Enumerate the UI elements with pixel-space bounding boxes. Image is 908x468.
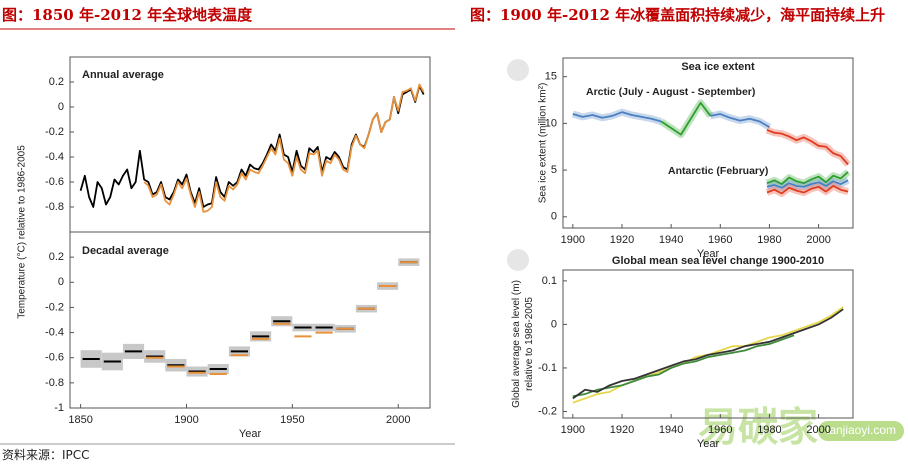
source-note: 资料来源：IPCC (2, 448, 90, 462)
series-line (79, 84, 425, 208)
x-tick-label: 2000 (806, 424, 830, 436)
y-tick-label: 0.2 (49, 76, 64, 88)
y-tick-label: -0.4 (45, 326, 64, 338)
heading: 图：1900 年-2012 年冰覆盖面积持续减少，海平面持续上升 (470, 6, 886, 24)
x-tick-label: 1940 (659, 424, 683, 436)
annotation: Arctic (July - August - September) (586, 86, 755, 98)
x-axis-label: Year (239, 428, 262, 440)
y-tick-label: -0.4 (45, 151, 64, 163)
x-tick-label: 1980 (757, 234, 781, 246)
y-axis-label: relative to 1986-2005 (524, 297, 535, 391)
y-tick-label: -1 (54, 402, 64, 414)
plot-frame (562, 57, 854, 229)
x-tick-label: 2000 (806, 234, 830, 246)
y-tick-label: 0 (58, 101, 64, 113)
plot-frame (69, 56, 431, 233)
x-tick-label: 1900 (561, 424, 585, 436)
y-axis-label: Global average sea level (m) (511, 280, 522, 408)
series-line (766, 185, 849, 195)
chart-title: Sea ice extent (681, 61, 755, 73)
annotation: Antarctic (February) (668, 165, 768, 177)
x-tick-label: 1920 (610, 424, 634, 436)
x-axis-label: Year (697, 248, 720, 260)
y-axis-label: Sea ice extent (million km²) (538, 83, 549, 204)
x-tick-label: 1900 (561, 234, 585, 246)
chart-title: Global mean sea level change 1900-2010 (612, 255, 824, 267)
chart-title: Decadal average (82, 245, 169, 257)
y-tick-label: -0.8 (45, 377, 64, 389)
series-line (572, 111, 662, 123)
panel-icon (507, 59, 529, 81)
y-tick-label: 15 (545, 71, 557, 83)
y-tick-label: 10 (545, 117, 557, 129)
heading: 图：1850 年-2012 年全球地表温度 (2, 6, 253, 24)
series-line (766, 179, 849, 189)
x-axis-label: Year (697, 438, 720, 450)
series-line (766, 171, 849, 185)
x-tick-label: 1960 (708, 424, 732, 436)
x-tick-label: 1950 (280, 414, 304, 426)
y-tick-label: -0.6 (45, 352, 64, 364)
series-line (710, 113, 770, 128)
series-line (766, 129, 849, 166)
x-tick-label: 1980 (757, 424, 781, 436)
x-tick-label: 1940 (659, 234, 683, 246)
y-axis-label: Temperature (°C) relative to 1986-2005 (17, 145, 28, 319)
chart-title: Annual average (82, 69, 164, 81)
plot-frame (562, 269, 854, 419)
y-tick-label: 5 (551, 164, 557, 176)
x-tick-label: 2000 (386, 414, 410, 426)
series-band (765, 126, 851, 167)
y-tick-label: -0.2 (538, 405, 557, 417)
plot-frame (69, 231, 431, 409)
y-tick-label: 0 (551, 211, 557, 223)
y-tick-label: -0.1 (538, 362, 557, 374)
y-tick-label: -0.8 (45, 201, 64, 213)
y-tick-label: -0.2 (45, 301, 64, 313)
series-line (572, 308, 844, 400)
x-tick-label: 1920 (610, 234, 634, 246)
series-line (143, 83, 425, 213)
y-tick-label: 0.2 (49, 251, 64, 263)
x-tick-label: 1900 (174, 414, 198, 426)
y-tick-label: 0 (551, 318, 557, 330)
y-tick-label: 0.1 (542, 275, 557, 287)
series-line (660, 101, 712, 136)
panel-icon (507, 249, 529, 271)
series-line (572, 334, 795, 398)
y-tick-label: -0.2 (45, 126, 64, 138)
watermark-site: tanjiaoyi.com (826, 423, 896, 437)
watermark-brand: 易碳家 (698, 406, 818, 450)
x-tick-label: 1960 (708, 234, 732, 246)
y-tick-label: 0 (58, 276, 64, 288)
watermark-badge (818, 421, 904, 441)
x-tick-label: 1850 (68, 414, 92, 426)
y-tick-label: -0.6 (45, 176, 64, 188)
